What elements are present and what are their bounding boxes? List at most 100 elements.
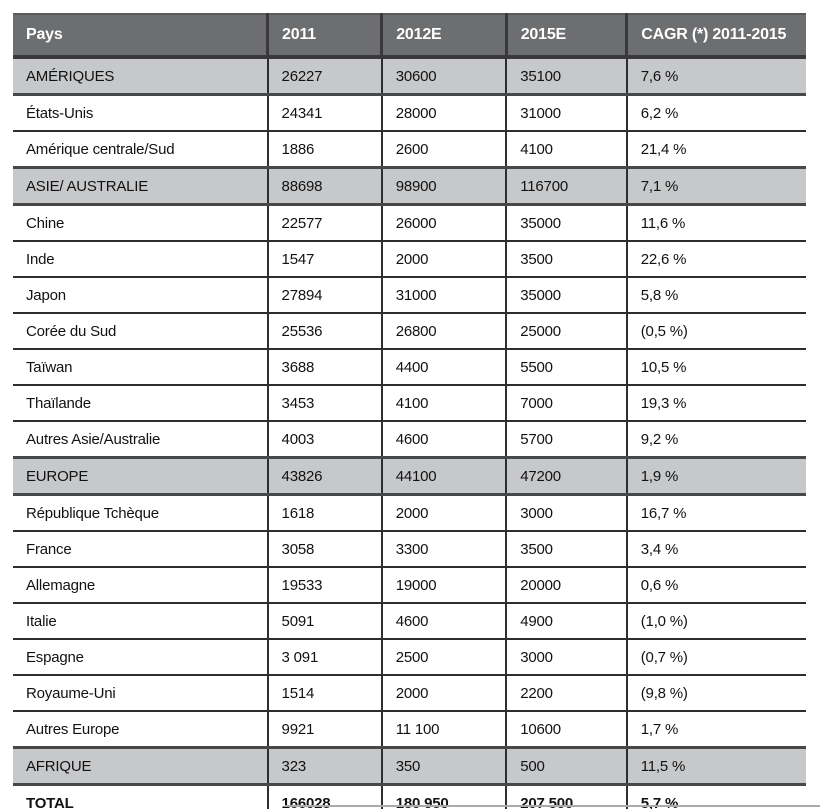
value-cell: 31000: [505, 94, 627, 132]
value-cell: 4003: [266, 421, 382, 459]
value-cell: 22577: [266, 204, 382, 242]
value-cell: 166028: [266, 784, 382, 809]
country-cell: Japon: [13, 277, 268, 314]
country-cell: France: [13, 531, 268, 568]
table-row: Corée du Sud 25536 26800 25000 (0,5 %): [13, 313, 806, 350]
country-cell: Royaume-Uni: [13, 675, 268, 712]
value-cell: 1,7 %: [625, 711, 806, 749]
table-row: Inde 1547 2000 3500 22,6 %: [13, 241, 806, 278]
value-cell: 2500: [380, 639, 507, 676]
value-cell: 4400: [380, 349, 507, 386]
value-cell: 88698: [266, 166, 382, 206]
country-cell: Autres Europe: [13, 711, 268, 749]
value-cell: 350: [380, 746, 507, 786]
value-cell: (0,5 %): [625, 313, 806, 350]
value-cell: (9,8 %): [625, 675, 806, 712]
table-row: République Tchèque 1618 2000 3000 16,7 %: [13, 494, 806, 532]
value-cell: 20000: [505, 567, 627, 604]
value-cell: 98900: [380, 166, 507, 206]
value-cell: 3300: [380, 531, 507, 568]
country-cell: Corée du Sud: [13, 313, 268, 350]
table-row: Autres Asie/Australie 4003 4600 5700 9,2 %: [13, 421, 806, 459]
value-cell: 1618: [266, 494, 382, 532]
value-cell: 5700: [505, 421, 627, 459]
value-cell: 7000: [505, 385, 627, 422]
value-cell: 1514: [266, 675, 382, 712]
header-row: Pays 2011 2012E 2015E CAGR (*) 2011-2015: [13, 13, 806, 59]
table-row: Italie 5091 4600 4900 (1,0 %): [13, 603, 806, 640]
country-cell: TOTAL: [13, 784, 268, 809]
table-row: États-Unis 24341 28000 31000 6,2 %: [13, 94, 806, 132]
value-cell: 11 100: [380, 711, 507, 749]
value-cell: 10600: [505, 711, 627, 749]
column-header-pays: Pays: [13, 13, 268, 59]
value-cell: 26000: [380, 204, 507, 242]
value-cell: 2000: [380, 241, 507, 278]
value-cell: 116700: [505, 166, 627, 206]
value-cell: 10,5 %: [625, 349, 806, 386]
page-divider-line: [285, 805, 820, 807]
table-row: Thaïlande 3453 4100 7000 19,3 %: [13, 385, 806, 422]
value-cell: 44100: [380, 456, 507, 496]
value-cell: 25536: [266, 313, 382, 350]
value-cell: 35000: [505, 277, 627, 314]
table-row: France 3058 3300 3500 3,4 %: [13, 531, 806, 568]
value-cell: 3000: [505, 639, 627, 676]
value-cell: 11,5 %: [625, 746, 806, 786]
region-section-row: AFRIQUE 323 350 500 11,5 %: [13, 746, 806, 786]
column-header-2012e: 2012E: [380, 13, 507, 59]
value-cell: 26227: [266, 55, 382, 96]
table-row: Japon 27894 31000 35000 5,8 %: [13, 277, 806, 314]
value-cell: 3000: [505, 494, 627, 532]
table-row: Amérique centrale/Sud 1886 2600 4100 21,4 %: [13, 131, 806, 169]
value-cell: 2000: [380, 675, 507, 712]
value-cell: 4600: [380, 603, 507, 640]
country-cell: AMÉRIQUES: [13, 55, 268, 96]
value-cell: 35000: [505, 204, 627, 242]
value-cell: 4600: [380, 421, 507, 459]
value-cell: 1886: [266, 131, 382, 169]
region-section-row: AMÉRIQUES 26227 30600 35100 7,6 %: [13, 55, 806, 96]
value-cell: 19533: [266, 567, 382, 604]
value-cell: 1547: [266, 241, 382, 278]
value-cell: 7,6 %: [625, 55, 806, 96]
value-cell: 207 500: [505, 784, 627, 809]
value-cell: 35100: [505, 55, 627, 96]
value-cell: 5091: [266, 603, 382, 640]
value-cell: 5,8 %: [625, 277, 806, 314]
value-cell: 19000: [380, 567, 507, 604]
value-cell: 21,4 %: [625, 131, 806, 169]
value-cell: 6,2 %: [625, 94, 806, 132]
value-cell: 5500: [505, 349, 627, 386]
region-section-row: EUROPE 43826 44100 47200 1,9 %: [13, 456, 806, 496]
table-row: Allemagne 19533 19000 20000 0,6 %: [13, 567, 806, 604]
value-cell: 30600: [380, 55, 507, 96]
country-cell: Taïwan: [13, 349, 268, 386]
value-cell: 4900: [505, 603, 627, 640]
value-cell: 1,9 %: [625, 456, 806, 496]
value-cell: 9,2 %: [625, 421, 806, 459]
value-cell: 11,6 %: [625, 204, 806, 242]
value-cell: 27894: [266, 277, 382, 314]
table-row: Espagne 3 091 2500 3000 (0,7 %): [13, 639, 806, 676]
column-header-cagr: CAGR (*) 2011-2015: [625, 13, 806, 59]
country-cell: Espagne: [13, 639, 268, 676]
value-cell: 3688: [266, 349, 382, 386]
country-cell: République Tchèque: [13, 494, 268, 532]
country-cell: Italie: [13, 603, 268, 640]
value-cell: 3,4 %: [625, 531, 806, 568]
country-cell: Thaïlande: [13, 385, 268, 422]
value-cell: 3 091: [266, 639, 382, 676]
country-cell: ASIE/ AUSTRALIE: [13, 166, 268, 206]
table-row: Chine 22577 26000 35000 11,6 %: [13, 204, 806, 242]
table-row: Autres Europe 9921 11 100 10600 1,7 %: [13, 711, 806, 749]
value-cell: 22,6 %: [625, 241, 806, 278]
value-cell: 9921: [266, 711, 382, 749]
country-cell: AFRIQUE: [13, 746, 268, 786]
value-cell: 31000: [380, 277, 507, 314]
value-cell: 500: [505, 746, 627, 786]
value-cell: (0,7 %): [625, 639, 806, 676]
value-cell: 28000: [380, 94, 507, 132]
country-cell: Inde: [13, 241, 268, 278]
